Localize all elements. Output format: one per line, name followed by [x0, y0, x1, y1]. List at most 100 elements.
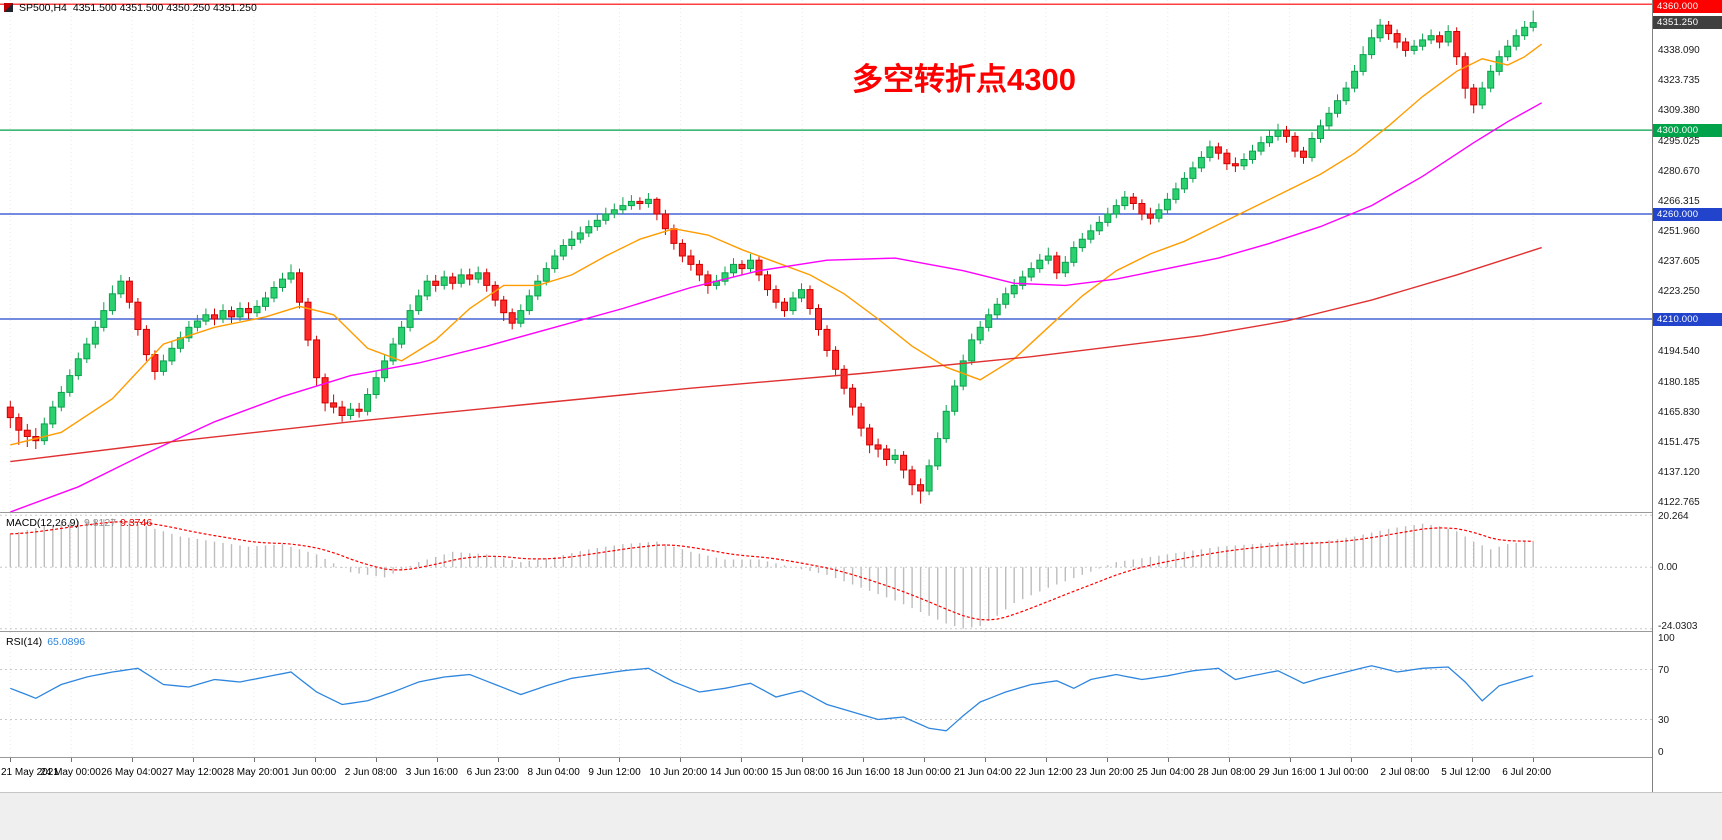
macd-label: MACD(12,26,9) 9.8127 9.3746 — [6, 517, 152, 529]
time-tick — [193, 758, 194, 762]
macd-axis-label: -24.0303 — [1658, 620, 1698, 632]
time-axis[interactable]: 21 May 2021 24 May 00:00 26 May 04:00 27 Ma… — [0, 758, 1652, 792]
rsi-label: RSI(14) 65.0896 — [6, 636, 85, 648]
macd-canvas[interactable] — [0, 513, 1652, 631]
macd-panel[interactable] — [0, 513, 1652, 631]
macd-rsi-separator[interactable] — [0, 631, 1722, 632]
price-axis-label: 4223.250 — [1658, 286, 1700, 298]
bottom-strip — [0, 792, 1722, 840]
time-axis-label: 25 Jun 04:00 — [1136, 767, 1195, 778]
time-tick — [1106, 758, 1108, 762]
time-axis-label: 28 May 20:00 — [222, 767, 284, 778]
time-tick — [558, 758, 560, 762]
symbol-period-label: SP500,H4 — [19, 1, 67, 14]
time-tick — [924, 758, 925, 762]
time-tick — [1350, 758, 1352, 762]
time-tick — [863, 758, 865, 762]
time-axis-label: 24 May 00:00 — [40, 767, 101, 778]
macd-signal-value: 9.3746 — [120, 517, 153, 529]
time-tick — [1472, 758, 1474, 762]
price-axis-label: 4137.120 — [1658, 466, 1700, 478]
price-axis-label: 4323.735 — [1658, 75, 1700, 87]
time-axis-label: 10 Jun 20:00 — [649, 767, 708, 778]
time-tick — [132, 758, 134, 762]
time-tick — [1411, 758, 1413, 762]
time-tick — [314, 758, 316, 762]
time-axis-label: 6 Jul 20:00 — [1502, 767, 1552, 778]
price-scale-axis[interactable]: 4338.090 4323.735 4309.380 4295.025 4280.670… — [1652, 0, 1722, 792]
time-tick — [741, 758, 743, 762]
price-badge-4300-000: 4300.000 — [1653, 123, 1722, 137]
price-axis-label: 4180.185 — [1658, 376, 1700, 388]
symbol-icon — [4, 3, 13, 12]
time-axis-label: 5 Jul 12:00 — [1441, 767, 1491, 778]
time-tick — [680, 758, 682, 762]
time-axis-label: 23 Jun 20:00 — [1075, 767, 1134, 778]
time-axis-label: 16 Jun 16:00 — [832, 767, 890, 778]
macd-axis-label: 20.264 — [1658, 511, 1689, 523]
price-badge-4351-250: 4351.250 — [1653, 16, 1722, 30]
time-axis-label: 1 Jun 00:00 — [283, 767, 337, 778]
time-tick — [71, 758, 73, 762]
rsi-axis-label: 70 — [1658, 664, 1670, 676]
time-tick — [1533, 758, 1535, 762]
price-axis-label: 4122.765 — [1658, 497, 1700, 508]
time-axis-label: 27 May 12:00 — [162, 767, 223, 778]
time-tick — [985, 758, 986, 762]
time-axis-label: 22 Jun 12:00 — [1014, 767, 1073, 778]
price-badge-4260-000: 4260.000 — [1653, 207, 1722, 221]
time-tick — [436, 758, 438, 762]
time-tick — [497, 758, 499, 762]
price-axis-label: 4309.380 — [1658, 105, 1700, 117]
rsi-value: 65.0896 — [47, 636, 86, 648]
price-chart-panel[interactable] — [0, 0, 1652, 512]
rsi-panel[interactable] — [0, 632, 1652, 757]
macd-name: MACD(12,26,9) — [6, 517, 79, 529]
price-axis-label: 4251.960 — [1658, 225, 1700, 237]
time-axis-label: 1 Jul 00:00 — [1319, 767, 1369, 778]
time-axis-label: 21 May 2021 — [1, 767, 59, 778]
time-tick — [1289, 758, 1291, 762]
time-tick — [1228, 758, 1230, 762]
time-axis-label: 3 Jun 16:00 — [405, 767, 458, 778]
price-axis-label: 4338.090 — [1658, 45, 1700, 57]
price-axis-label: 4295.025 — [1658, 135, 1700, 147]
annotation-text: 多空转折点4300 — [852, 62, 1076, 97]
price-axis-label: 4237.605 — [1658, 256, 1700, 267]
time-axis-label: 28 Jun 08:00 — [1197, 767, 1256, 778]
time-tick — [1167, 758, 1169, 762]
price-macd-separator[interactable] — [0, 512, 1722, 513]
macd-main-value: 9.8127 — [83, 517, 117, 529]
time-axis-label: 21 Jun 04:00 — [954, 767, 1012, 778]
price-axis-label: 4280.670 — [1658, 165, 1700, 177]
price-axis-label: 4151.475 — [1658, 436, 1700, 448]
price-axis-label: 4165.830 — [1658, 406, 1700, 418]
time-tick — [802, 758, 804, 762]
time-axis-label: 8 Jun 04:00 — [527, 767, 580, 778]
time-tick — [375, 758, 377, 762]
price-axis-label: 4266.315 — [1658, 195, 1700, 207]
rsi-axis-label: 30 — [1658, 714, 1670, 726]
time-tick — [619, 758, 621, 762]
time-tick — [10, 758, 12, 762]
price-badge-4210-000: 4210.000 — [1653, 312, 1722, 326]
time-axis-label: 6 Jun 23:00 — [466, 767, 519, 778]
time-axis-label: 26 May 04:00 — [101, 767, 162, 778]
time-axis-label: 29 Jun 16:00 — [1258, 767, 1317, 778]
time-axis-label: 9 Jun 12:00 — [588, 767, 641, 778]
price-chart-canvas[interactable] — [0, 0, 1652, 512]
time-axis-label: 15 Jun 08:00 — [771, 767, 830, 778]
time-axis-label: 18 Jun 00:00 — [893, 767, 951, 778]
time-axis-label: 2 Jun 08:00 — [344, 767, 398, 778]
chart-title: SP500,H4 4351.500 4351.500 4350.250 4351… — [4, 1, 257, 14]
rsi-name: RSI(14) — [6, 636, 43, 648]
macd-axis-label: 0.00 — [1658, 562, 1678, 574]
time-axis-label: 2 Jul 08:00 — [1380, 767, 1430, 778]
ohlc-values: 4351.500 4351.500 4350.250 4351.250 — [72, 1, 257, 14]
time-tick — [1045, 758, 1047, 762]
time-axis-label: 14 Jun 00:00 — [710, 767, 769, 778]
rsi-canvas[interactable] — [0, 632, 1652, 757]
rsi-axis-label: 100 — [1658, 633, 1675, 644]
time-tick — [253, 758, 255, 762]
rsi-time-separator[interactable] — [0, 757, 1722, 758]
